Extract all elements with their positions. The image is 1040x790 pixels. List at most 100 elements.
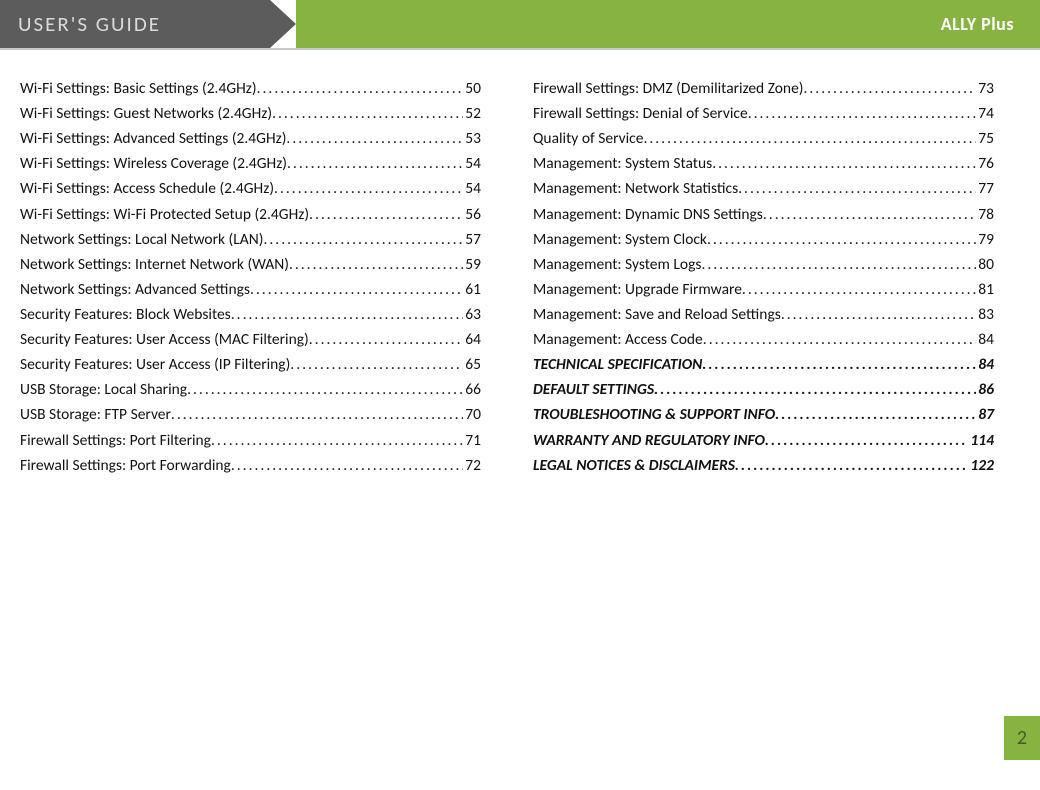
toc-entry-label: TECHNICAL SPECIFICATION: [533, 352, 702, 377]
toc-entry: Management: System Clock ...............…: [533, 227, 994, 252]
toc-entry: Network Settings: Local Network (LAN) ..…: [20, 227, 481, 252]
guide-title: USER'S GUIDE: [18, 11, 161, 37]
toc-entry-label: Network Settings: Local Network (LAN): [20, 227, 263, 252]
toc-entry: Security Features: User Access (MAC Filt…: [20, 327, 481, 352]
toc-entry-label: Firewall Settings: DMZ (Demilitarized Zo…: [533, 76, 803, 101]
toc-entry-label: Management: System Logs: [533, 252, 701, 277]
toc-leader-dots: ........................................…: [187, 377, 463, 402]
toc-entry: Wi-Fi Settings: Wireless Coverage (2.4GH…: [20, 151, 481, 176]
toc-entry: Wi-Fi Settings: Advanced Settings (2.4GH…: [20, 126, 481, 151]
page-number-badge: 2: [1004, 716, 1040, 760]
toc-entry-page: 71: [463, 428, 481, 453]
toc-entry-label: Wi-Fi Settings: Guest Networks (2.4GHz): [20, 101, 272, 126]
toc-leader-dots: ........................................…: [250, 277, 463, 302]
page-header: ALLY Plus USER'S GUIDE: [0, 0, 1040, 48]
toc-entry-label: TROUBLESHOOTING & SUPPORT INFO: [533, 402, 775, 427]
toc-leader-dots: ........................................…: [803, 76, 976, 101]
toc-entry-page: 66: [463, 377, 481, 402]
toc-entry-page: 80: [976, 252, 994, 277]
product-name: ALLY Plus: [941, 13, 1014, 35]
toc-entry: Management: Upgrade Firmware ...........…: [533, 277, 994, 302]
toc-leader-dots: ........................................…: [286, 126, 463, 151]
toc-entry-page: 73: [976, 76, 994, 101]
toc-leader-dots: ........................................…: [738, 176, 976, 201]
toc-entry-page: 81: [976, 277, 994, 302]
toc-leader-dots: ........................................…: [765, 428, 969, 453]
toc-entry-page: 53: [463, 126, 481, 151]
toc-entry-page: 77: [976, 176, 994, 201]
toc-leader-dots: ........................................…: [211, 428, 463, 453]
toc-column-left: Wi-Fi Settings: Basic Settings (2.4GHz) …: [20, 76, 481, 478]
toc-entry-label: Firewall Settings: Port Forwarding: [20, 453, 231, 478]
toc-entry-label: Network Settings: Advanced Settings: [20, 277, 250, 302]
toc-entry: Management: System Logs ................…: [533, 252, 994, 277]
toc-entry-page: 64: [463, 327, 481, 352]
toc-entry-label: Security Features: User Access (MAC Filt…: [20, 327, 309, 352]
toc-entry: Network Settings: Advanced Settings ....…: [20, 277, 481, 302]
toc-entry-page: 54: [463, 176, 481, 201]
toc-leader-dots: ........................................…: [231, 453, 463, 478]
toc-entry: LEGAL NOTICES & DISCLAIMERS ............…: [533, 453, 994, 478]
toc-leader-dots: ........................................…: [735, 453, 969, 478]
toc-entry: TECHNICAL SPECIFICATION ................…: [533, 352, 994, 377]
header-accent-bar: ALLY Plus: [296, 0, 1040, 48]
header-title-block: USER'S GUIDE: [0, 0, 270, 48]
toc-leader-dots: ........................................…: [231, 302, 464, 327]
toc-entry-label: Firewall Settings: Port Filtering: [20, 428, 211, 453]
toc-entry-page: 72: [463, 453, 481, 478]
toc-entry-page: 70: [463, 402, 481, 427]
toc-leader-dots: ........................................…: [643, 126, 976, 151]
toc-entry-page: 76: [976, 151, 994, 176]
toc-entry-page: 65: [463, 352, 481, 377]
toc-leader-dots: ........................................…: [171, 402, 463, 427]
toc-entry-page: 78: [976, 202, 994, 227]
toc-entry-page: 87: [976, 402, 994, 427]
toc-entry-page: 83: [976, 302, 994, 327]
toc-entry: Firewall Settings: Port Forwarding .....…: [20, 453, 481, 478]
toc-entry-page: 86: [976, 377, 994, 402]
toc-entry-label: Wi-Fi Settings: Advanced Settings (2.4GH…: [20, 126, 286, 151]
toc-entry: USB Storage: FTP Server ................…: [20, 402, 481, 427]
toc-entry-page: 54: [463, 151, 481, 176]
toc-leader-dots: ........................................…: [263, 227, 463, 252]
toc-entry-label: USB Storage: FTP Server: [20, 402, 171, 427]
toc-leader-dots: ........................................…: [274, 176, 463, 201]
toc-entry-page: 61: [463, 277, 481, 302]
toc-entry-label: Firewall Settings: Denial of Service: [533, 101, 748, 126]
toc-leader-dots: ........................................…: [289, 252, 463, 277]
toc-entry-label: Management: System Status: [533, 151, 712, 176]
toc-entry-label: Management: System Clock: [533, 227, 707, 252]
toc-entry-page: 52: [463, 101, 481, 126]
toc-entry: Wi-Fi Settings: Basic Settings (2.4GHz) …: [20, 76, 481, 101]
toc-entry-label: USB Storage: Local Sharing: [20, 377, 187, 402]
toc-entry: Management: Network Statistics .........…: [533, 176, 994, 201]
header-underline: [0, 48, 1040, 50]
toc-entry-label: Management: Network Statistics: [533, 176, 738, 201]
toc-entry: Network Settings: Internet Network (WAN)…: [20, 252, 481, 277]
toc-entry-page: 50: [463, 76, 481, 101]
toc-entry-label: Wi-Fi Settings: Wi-Fi Protected Setup (2…: [20, 202, 309, 227]
toc-leader-dots: ........................................…: [654, 377, 976, 402]
toc-entry-label: LEGAL NOTICES & DISCLAIMERS: [533, 453, 735, 478]
toc-leader-dots: ........................................…: [748, 101, 977, 126]
toc-entry-page: 59: [463, 252, 481, 277]
toc-entry-label: Quality of Service: [533, 126, 643, 151]
toc-entry-label: Management: Dynamic DNS Settings: [533, 202, 763, 227]
toc-entry-label: Security Features: Block Websites: [20, 302, 231, 327]
toc-entry: Wi-Fi Settings: Wi-Fi Protected Setup (2…: [20, 202, 481, 227]
toc-entry: Management: Dynamic DNS Settings .......…: [533, 202, 994, 227]
toc-entry-page: 114: [968, 428, 994, 453]
toc-entry: Firewall Settings: Port Filtering ......…: [20, 428, 481, 453]
toc-entry: Firewall Settings: DMZ (Demilitarized Zo…: [533, 76, 994, 101]
toc-entry-page: 56: [463, 202, 481, 227]
toc-entry-label: Management: Upgrade Firmware: [533, 277, 742, 302]
toc-column-right: Firewall Settings: DMZ (Demilitarized Zo…: [533, 76, 994, 478]
toc-leader-dots: ........................................…: [742, 277, 976, 302]
toc-leader-dots: ........................................…: [781, 302, 976, 327]
toc-leader-dots: ........................................…: [763, 202, 976, 227]
toc-entry-label: Management: Save and Reload Settings: [533, 302, 781, 327]
toc-entry-label: Wi-Fi Settings: Wireless Coverage (2.4GH…: [20, 151, 287, 176]
toc-entry-page: 74: [976, 101, 994, 126]
toc-entry-page: 75: [976, 126, 994, 151]
toc-leader-dots: ........................................…: [712, 151, 976, 176]
